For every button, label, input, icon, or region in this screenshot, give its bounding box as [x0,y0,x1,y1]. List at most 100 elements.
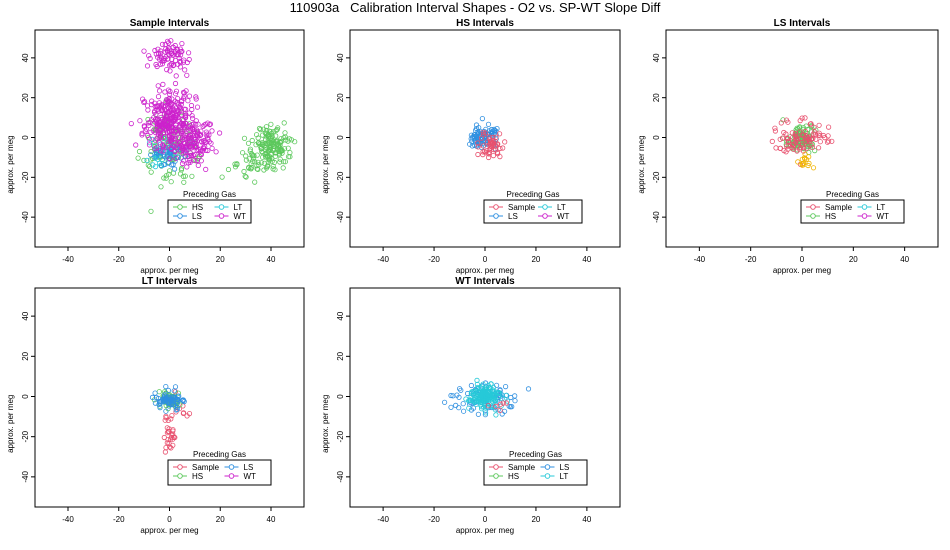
y-tick-label: 20 [336,93,345,102]
point-sample [485,154,492,161]
point-sample [480,129,486,135]
point-hs [234,162,240,168]
point-extra [810,165,817,171]
point-lt [160,145,166,151]
point-extra [799,161,805,167]
point-wt [177,64,183,70]
x-axis-label: approx. per meg [773,266,831,275]
x-tick-label: -40 [377,515,389,524]
point-sample [484,139,490,145]
point-hs [268,121,274,127]
point-wt [167,91,173,97]
point-wt [184,121,190,127]
point-wt [168,101,174,107]
point-wt [159,58,165,64]
point-wt [169,50,175,56]
point-hs [254,152,260,158]
point-wt [193,94,199,100]
point-hs [136,148,143,155]
point-wt [176,117,182,123]
point-hs [182,173,188,179]
panel-2: HS Intervals -40 -20 0 20 40 approx. per meg -4… [321,18,621,275]
y-tick-label: -20 [21,430,30,442]
point-wt [193,96,199,102]
legend-marker [177,204,183,210]
x-tick-label: 20 [531,515,540,524]
point-sample [809,144,816,150]
point-hs [259,154,266,160]
legend-marker [218,213,225,219]
point-wt [186,56,192,63]
legend: Sample LT LS WT [483,199,583,224]
point-wt [181,93,187,99]
point-sample [803,133,810,139]
point-ls [180,398,186,404]
point-sample [162,449,168,455]
y-tick-label: 40 [336,311,345,320]
point-sample [794,148,800,154]
point-sample [811,124,817,130]
point-wt [159,61,166,67]
point-hs [254,132,260,138]
point-sample [161,434,167,441]
point-wt [155,54,161,60]
point-wt [181,57,187,63]
point-ls [157,153,163,159]
point-sample [815,145,822,151]
point-ls [157,398,163,405]
point-hs [275,141,281,147]
point-hs [263,127,269,133]
point-hs [285,145,291,151]
legend-item-wt: WT [244,472,257,481]
point-ls [479,116,485,122]
point-ls [501,408,508,414]
point-sample [492,147,499,153]
point-wt [177,107,183,113]
legend-marker [810,204,816,210]
point-sample [486,134,492,140]
point-wt [167,62,173,68]
point-wt [189,113,195,119]
point-wt [203,121,209,127]
point-sample [164,440,170,446]
point-wt [172,136,178,142]
point-wt [180,121,187,127]
legend-item-ls: LS [560,463,570,472]
point-wt [156,108,162,114]
point-hs [812,148,818,154]
point-sample [772,128,779,134]
point-wt [166,46,172,52]
point-wt [183,106,189,113]
y-tick-label: -40 [21,471,30,483]
point-sample [500,145,506,151]
legend-marker [493,464,499,470]
point-wt [179,160,186,167]
point-wt [176,140,182,146]
point-hs [266,134,272,140]
point-wt [161,127,167,133]
point-ls [170,394,176,400]
point-ls [152,154,158,160]
y-tick-label: 0 [336,135,345,140]
point-lt [493,389,499,395]
point-sample [488,141,494,147]
point-ls [162,161,168,167]
points [467,116,508,161]
legend-item-sample: Sample [825,203,853,212]
x-axis-label: approx. per meg [140,526,198,535]
point-hs [255,159,261,165]
point-hs [181,179,187,185]
point-lt [503,392,509,398]
point-wt [173,128,180,134]
point-sample [777,145,784,151]
point-ls [502,383,509,390]
legend-marker [861,204,868,210]
point-wt [178,52,184,58]
y-axis-label: approx. per meg [6,395,15,453]
y-tick-label: 0 [652,135,661,140]
point-sample [186,410,193,417]
point-wt [183,88,189,94]
point-wt [190,115,196,122]
panel-title: LS Intervals [774,18,831,29]
point-lt [477,402,484,408]
